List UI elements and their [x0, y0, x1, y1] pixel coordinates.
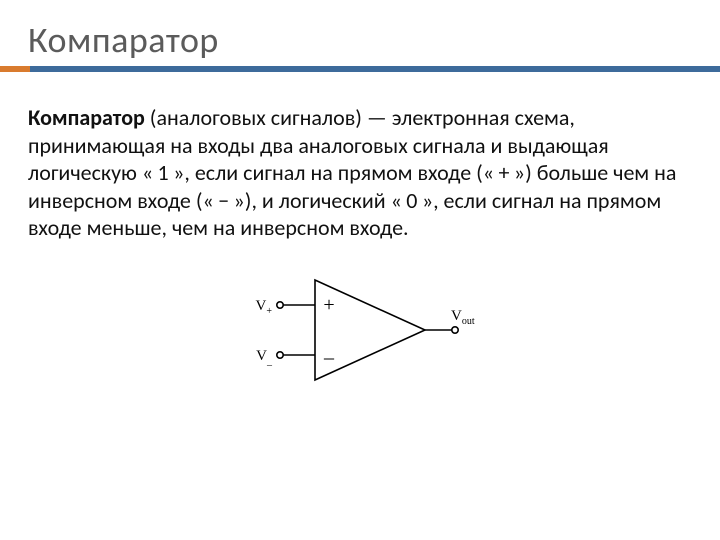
- diagram-container: + _ V+ V_ Vout: [28, 260, 692, 400]
- title-underline: [0, 66, 720, 72]
- svg-text:_: _: [323, 340, 335, 362]
- body-lead-bold: Компаратор: [28, 104, 145, 131]
- slide: Компаратор Компаратор (аналоговых сигнал…: [0, 0, 720, 540]
- svg-text:V+: V+: [256, 298, 273, 317]
- svg-text:Vout: Vout: [451, 308, 475, 327]
- page-title: Компаратор: [28, 18, 692, 62]
- comparator-schematic-icon: + _ V+ V_ Vout: [230, 260, 490, 400]
- body-paragraph: Компаратор (аналоговых сигналов) — элект…: [28, 104, 688, 242]
- underline-accent: [0, 66, 30, 72]
- svg-text:V_: V_: [256, 348, 273, 367]
- underline-main: [30, 66, 720, 72]
- svg-text:+: +: [323, 294, 334, 316]
